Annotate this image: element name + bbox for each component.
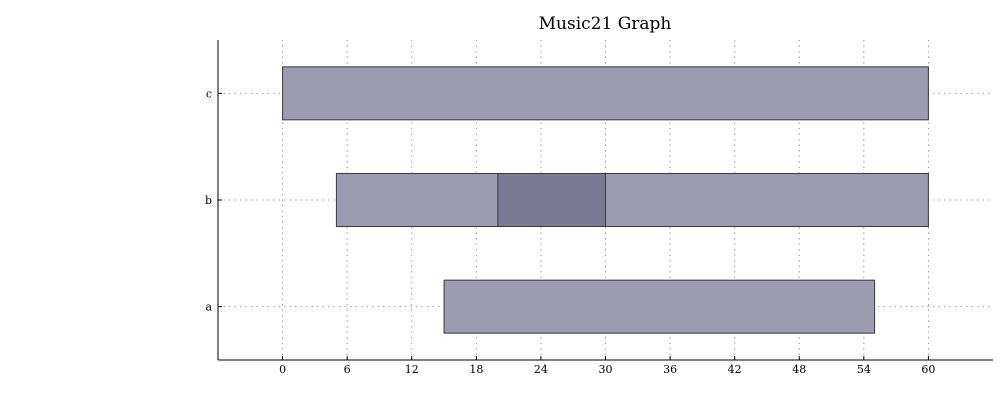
x-tick-label: 0	[279, 363, 286, 376]
x-tick-label: 30	[599, 363, 613, 376]
x-tick-label: 6	[344, 363, 351, 376]
bar-overlap-b	[497, 173, 606, 227]
x-tick-label: 24	[534, 363, 548, 376]
bar-c	[282, 66, 929, 121]
x-tick-label: 60	[921, 363, 935, 376]
y-tick-label: b	[205, 194, 212, 207]
x-tick-label: 18	[469, 363, 483, 376]
x-tick-label: 12	[405, 363, 419, 376]
x-tick-label: 36	[663, 363, 677, 376]
y-tick-label: c	[206, 87, 212, 100]
bar-a	[443, 279, 876, 334]
x-tick-label: 42	[728, 363, 742, 376]
chart-title: Music21 Graph	[539, 14, 672, 34]
y-tick-label: a	[205, 301, 212, 314]
x-tick-label: 54	[857, 363, 871, 376]
bar-b	[335, 173, 929, 227]
x-tick-label: 48	[792, 363, 806, 376]
